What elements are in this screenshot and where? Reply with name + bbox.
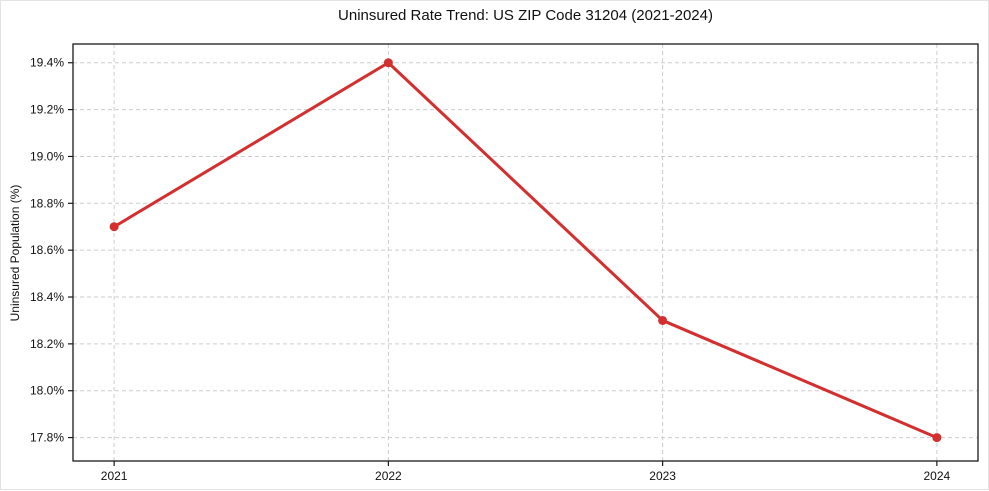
y-tick-label: 18.2% bbox=[30, 337, 64, 351]
trend-line bbox=[112, 61, 939, 440]
data-point bbox=[932, 433, 942, 443]
y-tick-label: 19.0% bbox=[30, 149, 64, 163]
y-tick-label: 19.4% bbox=[30, 56, 64, 70]
chart-title: Uninsured Rate Trend: US ZIP Code 31204 … bbox=[338, 7, 713, 24]
y-tick-label: 19.2% bbox=[30, 103, 64, 117]
plot-border bbox=[72, 43, 979, 462]
y-tick-label: 18.4% bbox=[30, 290, 64, 304]
y-tick-label: 18.6% bbox=[30, 243, 64, 257]
x-tick-label: 2023 bbox=[649, 469, 676, 483]
x-tick-label: 2022 bbox=[375, 469, 402, 483]
x-tick-label: 2024 bbox=[924, 469, 951, 483]
y-tick-label: 18.8% bbox=[30, 196, 64, 210]
data-point bbox=[109, 222, 119, 232]
data-point bbox=[383, 58, 393, 68]
y-tick-label: 17.8% bbox=[30, 431, 64, 445]
x-tick-label: 2021 bbox=[101, 469, 128, 483]
data-point bbox=[658, 315, 668, 325]
y-tick-label: 18.0% bbox=[30, 384, 64, 398]
